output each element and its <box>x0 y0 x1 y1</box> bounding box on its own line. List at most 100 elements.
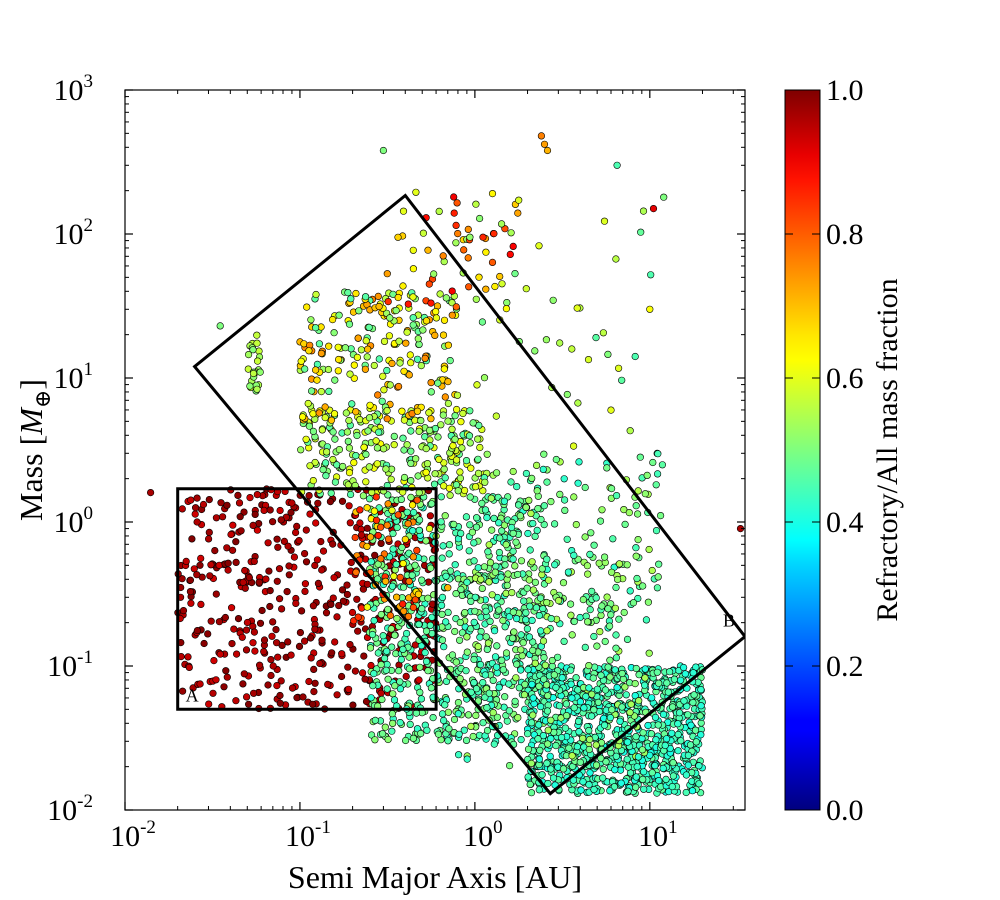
data-point <box>334 367 342 375</box>
data-point <box>460 246 468 254</box>
data-point <box>472 711 480 720</box>
data-point <box>432 308 440 316</box>
data-point <box>383 407 391 415</box>
data-point <box>572 674 580 682</box>
data-point <box>402 339 410 347</box>
data-point <box>548 656 556 665</box>
data-point <box>388 582 397 590</box>
data-point <box>632 732 640 741</box>
data-point <box>363 524 371 532</box>
data-point <box>409 265 418 273</box>
data-point <box>631 679 639 688</box>
data-point <box>417 729 425 738</box>
data-point <box>299 693 307 701</box>
y-tick-label: 103 <box>54 71 94 107</box>
data-point <box>560 475 568 483</box>
data-point <box>405 371 413 379</box>
colorbar-label: Refractory/All mass fraction <box>871 278 904 621</box>
data-point <box>375 428 383 436</box>
data-point <box>331 638 339 646</box>
data-point <box>437 493 445 501</box>
x-tick-label: 101 <box>638 817 678 853</box>
data-point <box>659 710 668 719</box>
data-point <box>544 726 552 734</box>
data-point <box>663 679 671 687</box>
data-point <box>609 535 617 543</box>
data-point <box>440 459 448 467</box>
data-point <box>579 734 587 743</box>
data-point <box>563 535 571 543</box>
data-point <box>432 314 441 322</box>
data-point <box>421 354 429 363</box>
data-point <box>349 701 357 709</box>
data-point <box>574 479 582 487</box>
data-point <box>540 675 548 683</box>
data-point <box>645 649 653 657</box>
data-point <box>458 629 467 637</box>
data-point <box>517 646 525 654</box>
data-point <box>346 370 354 378</box>
region-a-outline <box>176 487 438 711</box>
data-point <box>314 499 322 507</box>
data-point <box>542 336 551 344</box>
y-tick-label: 100 <box>54 503 94 539</box>
data-point <box>470 539 478 547</box>
data-point <box>505 613 514 621</box>
data-point <box>481 693 489 701</box>
data-point <box>399 434 407 442</box>
data-point <box>558 674 566 682</box>
data-point <box>344 437 352 446</box>
data-point <box>421 648 429 657</box>
data-point <box>427 299 435 307</box>
data-point <box>501 623 509 631</box>
data-point <box>549 774 558 782</box>
data-point <box>651 761 659 770</box>
data-point <box>568 752 576 760</box>
data-point <box>230 625 238 633</box>
data-point <box>427 388 435 396</box>
data-point <box>660 193 668 201</box>
data-point <box>522 609 530 617</box>
data-point <box>561 724 570 732</box>
data-point <box>527 509 535 518</box>
data-point <box>679 663 688 672</box>
data-point <box>403 441 411 449</box>
data-point <box>393 523 401 532</box>
data-point <box>233 650 241 658</box>
data-point <box>688 787 697 795</box>
y-axis-title: Mass [M⊕] <box>13 379 55 521</box>
data-point <box>604 605 612 613</box>
data-point <box>517 666 525 674</box>
data-point <box>592 334 600 342</box>
data-point <box>312 324 320 332</box>
data-point <box>517 735 525 744</box>
data-point <box>675 709 684 717</box>
data-point <box>406 720 414 729</box>
data-point <box>378 397 386 405</box>
data-point <box>251 510 259 519</box>
data-point <box>606 787 614 795</box>
data-point <box>500 497 509 505</box>
data-point <box>384 298 392 306</box>
data-point <box>454 698 463 707</box>
data-point <box>668 703 677 711</box>
data-point <box>477 575 485 583</box>
data-point <box>380 386 388 394</box>
data-point <box>304 399 312 408</box>
data-point <box>212 590 220 598</box>
data-point <box>634 594 642 603</box>
data-point <box>633 574 641 583</box>
data-point <box>215 618 223 626</box>
data-point <box>429 713 437 722</box>
data-point <box>403 629 411 638</box>
data-point <box>655 560 663 568</box>
data-point <box>612 255 620 263</box>
data-point <box>400 416 409 424</box>
data-point <box>543 555 551 563</box>
data-point <box>568 345 576 353</box>
data-point <box>253 491 261 499</box>
data-point <box>496 534 504 542</box>
data-point <box>597 754 605 762</box>
data-point <box>501 693 509 701</box>
data-point <box>493 642 501 650</box>
